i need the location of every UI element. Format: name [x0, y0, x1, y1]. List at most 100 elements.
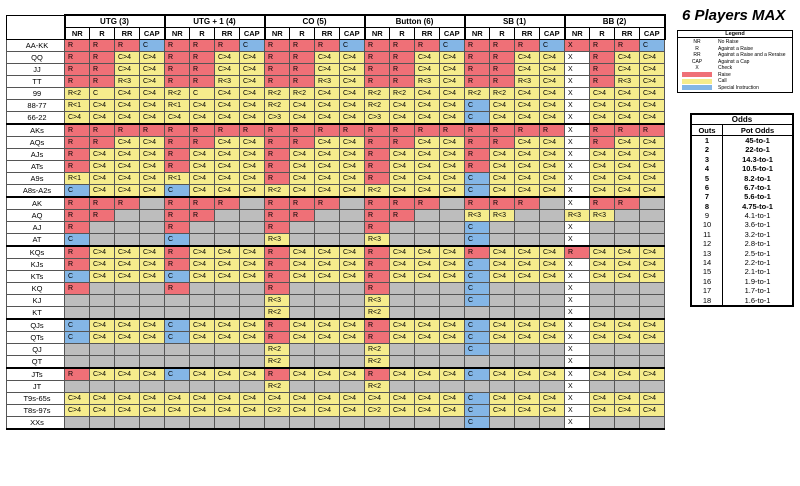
- hand-row: QT R<2 R<2 X: [6, 355, 665, 369]
- hand-row: A9s R<1 C>4 C>4 C>4 R<1 C>4 C>4 C>4 R C>4 C>4 C>4 R C>…: [6, 172, 665, 185]
- action-cell: [514, 294, 540, 307]
- action-cell: [164, 416, 190, 430]
- action-cell: C: [464, 294, 490, 307]
- hand-row: T8s-97s C>4 C>4 C>4 C>4 C>4 C>4 C>4 C>4 C>2 C>4 C>4…: [6, 404, 665, 417]
- action-cell: [464, 380, 490, 393]
- hand-label: KQ: [6, 282, 65, 295]
- action-cell: C>4: [639, 331, 665, 344]
- action-cell: C>4: [89, 318, 115, 332]
- action-column-header: CAP: [539, 27, 566, 40]
- legend-key: CAP: [691, 58, 703, 65]
- hand-label: AKs: [6, 123, 65, 137]
- legend-text: Call: [718, 78, 727, 84]
- hand-row: KQ R R R R C X: [6, 282, 665, 295]
- action-cell: C>4: [489, 258, 515, 271]
- odds-row: 8 4.75-to-1: [692, 201, 792, 211]
- action-cell: R: [164, 209, 190, 222]
- action-cell: C>4: [139, 245, 165, 259]
- action-cell: X: [564, 160, 590, 173]
- odds-pot-odds: 22-to-1: [745, 145, 770, 155]
- action-cell: C>4: [339, 184, 365, 198]
- legend-key: X: [695, 65, 699, 71]
- action-cell: C>4: [414, 87, 440, 100]
- action-cell: R: [489, 39, 515, 52]
- action-cell: C>4: [114, 111, 140, 125]
- action-cell: R<2: [64, 87, 90, 100]
- action-cell: [139, 196, 165, 210]
- action-cell: [189, 306, 215, 320]
- action-cell: C: [464, 99, 490, 112]
- action-cell: [164, 380, 190, 393]
- action-cell: [139, 306, 165, 320]
- action-cell: C>4: [639, 99, 665, 112]
- odds-pot-odds: 2.1-to-1: [744, 267, 771, 277]
- action-cell: C>4: [239, 148, 265, 161]
- action-cell: [589, 306, 615, 320]
- action-cell: C>4: [439, 404, 465, 417]
- action-cell: [589, 343, 615, 356]
- action-cell: C>4: [89, 99, 115, 112]
- action-cell: C>4: [439, 87, 465, 100]
- action-cell: C>4: [389, 184, 415, 198]
- action-cell: R: [164, 39, 190, 52]
- action-cell: C>4: [89, 404, 115, 417]
- action-cell: C>4: [139, 87, 165, 100]
- odds-outs: 3: [692, 154, 723, 164]
- hand-row: AT C C R<3 R<3 C X: [6, 233, 665, 247]
- action-cell: C: [64, 184, 90, 198]
- odds-outs: 14: [692, 257, 723, 268]
- action-cell: C>4: [439, 63, 465, 76]
- action-cell: C>4: [214, 184, 240, 198]
- odds-outs: 12: [692, 239, 723, 249]
- action-cell: R: [289, 51, 315, 64]
- action-cell: C>4: [489, 367, 515, 381]
- odds-pot-odds: 6.7-to-1: [744, 182, 771, 192]
- action-cell: [214, 380, 240, 393]
- action-cell: C>4: [289, 258, 315, 271]
- action-cell: [289, 294, 315, 307]
- action-cell: R: [164, 63, 190, 76]
- hand-label: ATs: [6, 160, 65, 173]
- action-cell: C>4: [589, 99, 615, 112]
- action-cell: [114, 355, 140, 369]
- odds-row: 2 22-to-1: [692, 145, 792, 155]
- action-cell: R<1: [164, 172, 190, 185]
- action-cell: [89, 380, 115, 393]
- action-cell: X: [564, 111, 590, 125]
- action-cell: [339, 209, 365, 222]
- action-cell: X: [564, 270, 590, 283]
- action-cell: C>4: [489, 318, 515, 332]
- action-cell: C>4: [639, 245, 665, 259]
- action-cell: R<2: [364, 355, 390, 369]
- action-cell: R: [314, 196, 340, 210]
- hand-row: 99 R<2 C C>4 C>4 R<2 C C>4 C>4 R<2 R<2 C>4 C>4 R<2 R<2…: [6, 87, 665, 100]
- odds-row: 6 6.7-to-1: [692, 182, 792, 193]
- action-cell: C>4: [114, 136, 140, 149]
- action-cell: R<1: [64, 99, 90, 112]
- action-cell: C>4: [539, 331, 565, 344]
- legend-list: NR No Raise R Against a Raise RR Against a Ra…: [678, 39, 792, 91]
- action-cell: C>4: [539, 99, 565, 112]
- action-cell: [89, 355, 115, 369]
- action-cell: C>4: [514, 148, 540, 161]
- action-cell: R<3: [589, 209, 615, 222]
- legend-key: NR: [693, 39, 701, 45]
- action-cell: C>4: [389, 172, 415, 185]
- action-cell: [239, 282, 265, 295]
- odds-row: 1 45-to-1: [692, 135, 792, 146]
- action-cell: [614, 209, 640, 222]
- action-column-header: R: [489, 27, 515, 40]
- action-cell: C: [464, 172, 490, 185]
- action-cell: C>4: [589, 404, 615, 417]
- action-cell: X: [564, 331, 590, 344]
- hand-label: AJ: [6, 221, 65, 234]
- hand-label: TT: [6, 75, 65, 88]
- action-cell: C: [64, 331, 90, 344]
- hand-row: KJ R<3 R<3 C X: [6, 294, 665, 307]
- action-cell: C>4: [189, 99, 215, 112]
- legend-swatch: [682, 78, 712, 84]
- action-cell: R: [589, 136, 615, 149]
- action-cell: R<3: [264, 294, 290, 307]
- action-cell: [389, 282, 415, 295]
- action-cell: [189, 282, 215, 295]
